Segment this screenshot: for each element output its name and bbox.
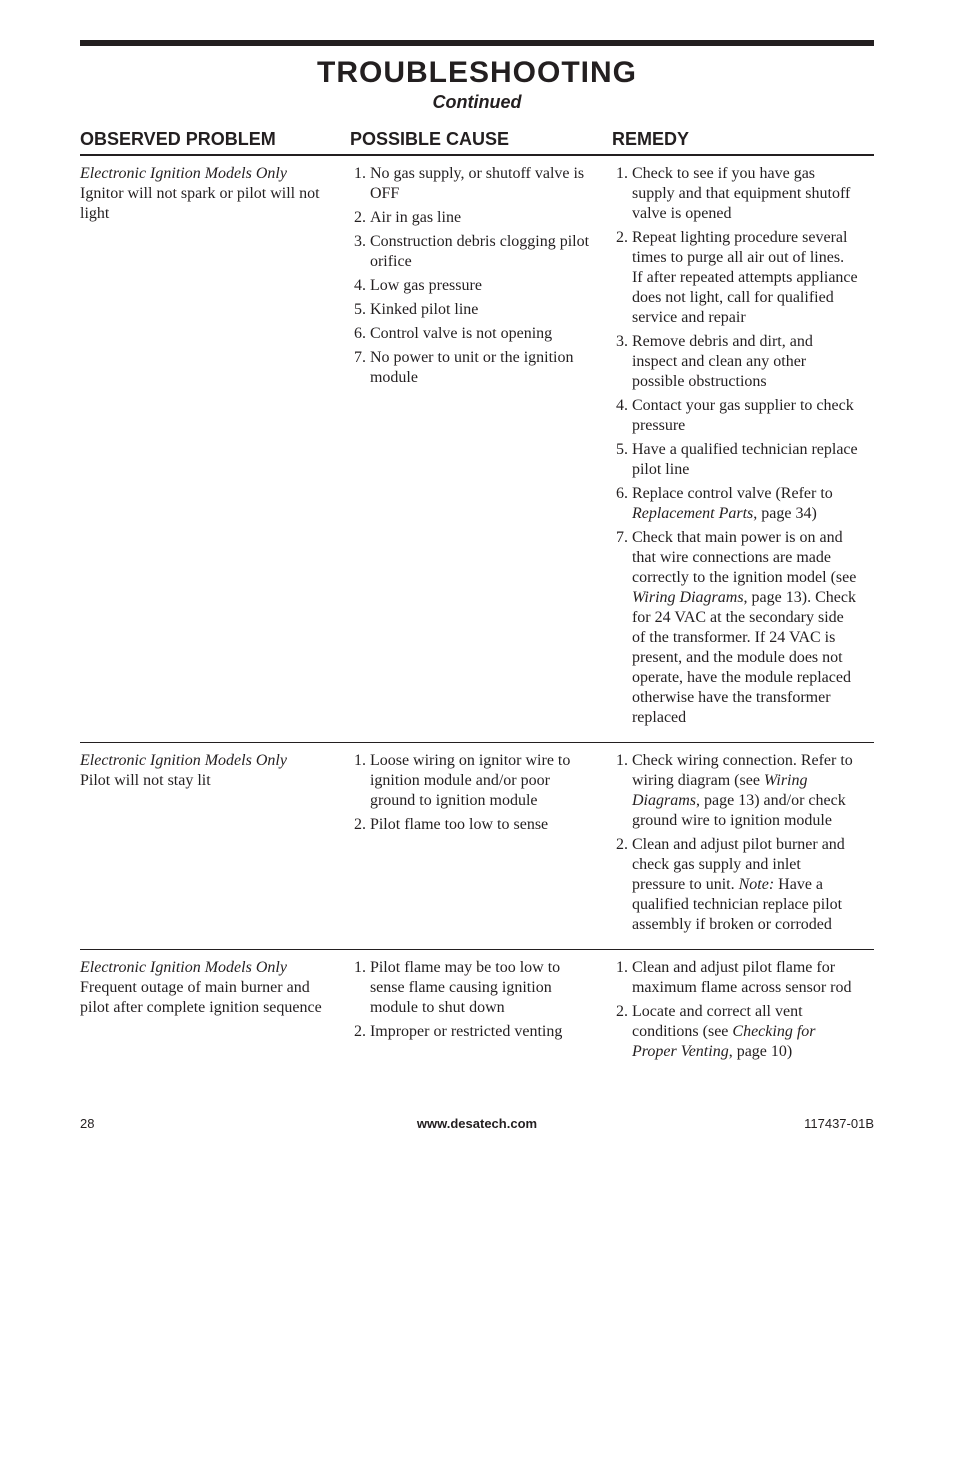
troubleshooting-table: OBSERVED PROBLEM POSSIBLE CAUSE REMEDY E… [80, 125, 874, 1076]
page-subtitle: Continued [80, 92, 874, 113]
cause-item: Air in gas line [370, 208, 596, 228]
cause-item: Low gas pressure [370, 276, 596, 296]
remedy-list: Check to see if you have gas supply and … [612, 164, 858, 728]
observed-cell: Electronic Ignition Models Only Pilot wil… [80, 743, 350, 950]
remedy-item: Have a qualified technician replace pilo… [632, 440, 858, 480]
cause-item: Pilot flame too low to sense [370, 815, 596, 835]
top-rule [80, 40, 874, 46]
remedy-cell: Check wiring connection. Refer to wiring… [612, 743, 874, 950]
cause-list: Loose wiring on ignitor wire to ignition… [350, 751, 596, 835]
remedy-list: Clean and adjust pilot flame for maximum… [612, 958, 858, 1062]
table-body: Electronic Ignition Models Only Ignitor w… [80, 155, 874, 1076]
cause-list: Pilot flame may be too low to sense flam… [350, 958, 596, 1042]
cause-item: Kinked pilot line [370, 300, 596, 320]
footer-page-number: 28 [80, 1116, 239, 1131]
remedy-item: Clean and adjust pilot burner and check … [632, 835, 858, 935]
cause-item: Loose wiring on ignitor wire to ignition… [370, 751, 596, 811]
header-observed: OBSERVED PROBLEM [80, 125, 350, 155]
cause-item: No gas supply, or shutoff valve is OFF [370, 164, 596, 204]
remedy-list: Check wiring connection. Refer to wiring… [612, 751, 858, 935]
cause-cell: No gas supply, or shutoff valve is OFF Ai… [350, 155, 612, 743]
cause-item: Improper or restricted venting [370, 1022, 596, 1042]
table-row: Electronic Ignition Models Only Pilot wil… [80, 743, 874, 950]
remedy-item: Replace control valve (Refer to Replacem… [632, 484, 858, 524]
cause-list: No gas supply, or shutoff valve is OFF Ai… [350, 164, 596, 388]
remedy-item: Locate and correct all vent conditions (… [632, 1002, 858, 1062]
observed-cell: Electronic Ignition Models Only Ignitor w… [80, 155, 350, 743]
observed-text: Ignitor will not spark or pilot will not… [80, 185, 320, 222]
header-cause: POSSIBLE CAUSE [350, 125, 612, 155]
table-row: Electronic Ignition Models Only Ignitor w… [80, 155, 874, 743]
header-remedy: REMEDY [612, 125, 874, 155]
footer-website: www.desatech.com [239, 1116, 715, 1131]
observed-italic: Electronic Ignition Models Only [80, 165, 287, 182]
cause-item: Construction debris clogging pilot orifi… [370, 232, 596, 272]
page-title: TROUBLESHOOTING [80, 56, 874, 90]
footer-doc-id: 117437-01B [715, 1116, 874, 1131]
remedy-item: Check to see if you have gas supply and … [632, 164, 858, 224]
observed-cell: Electronic Ignition Models Only Frequent … [80, 950, 350, 1077]
remedy-item: Check that main power is on and that wir… [632, 528, 858, 728]
remedy-item: Repeat lighting procedure several times … [632, 228, 858, 328]
remedy-item: Check wiring connection. Refer to wiring… [632, 751, 858, 831]
remedy-item: Contact your gas supplier to check press… [632, 396, 858, 436]
observed-italic: Electronic Ignition Models Only [80, 959, 287, 976]
observed-text: Frequent outage of main burner and pilot… [80, 979, 322, 1016]
page-footer: 28 www.desatech.com 117437-01B [80, 1116, 874, 1131]
table-header-row: OBSERVED PROBLEM POSSIBLE CAUSE REMEDY [80, 125, 874, 155]
cause-cell: Pilot flame may be too low to sense flam… [350, 950, 612, 1077]
table-row: Electronic Ignition Models Only Frequent … [80, 950, 874, 1077]
observed-text: Pilot will not stay lit [80, 772, 211, 789]
cause-item: No power to unit or the ignition module [370, 348, 596, 388]
cause-item: Control valve is not opening [370, 324, 596, 344]
remedy-cell: Clean and adjust pilot flame for maximum… [612, 950, 874, 1077]
cause-item: Pilot flame may be too low to sense flam… [370, 958, 596, 1018]
observed-italic: Electronic Ignition Models Only [80, 752, 287, 769]
cause-cell: Loose wiring on ignitor wire to ignition… [350, 743, 612, 950]
remedy-cell: Check to see if you have gas supply and … [612, 155, 874, 743]
remedy-item: Clean and adjust pilot flame for maximum… [632, 958, 858, 998]
page-container: TROUBLESHOOTING Continued OBSERVED PROBL… [0, 0, 954, 1161]
remedy-item: Remove debris and dirt, and inspect and … [632, 332, 858, 392]
